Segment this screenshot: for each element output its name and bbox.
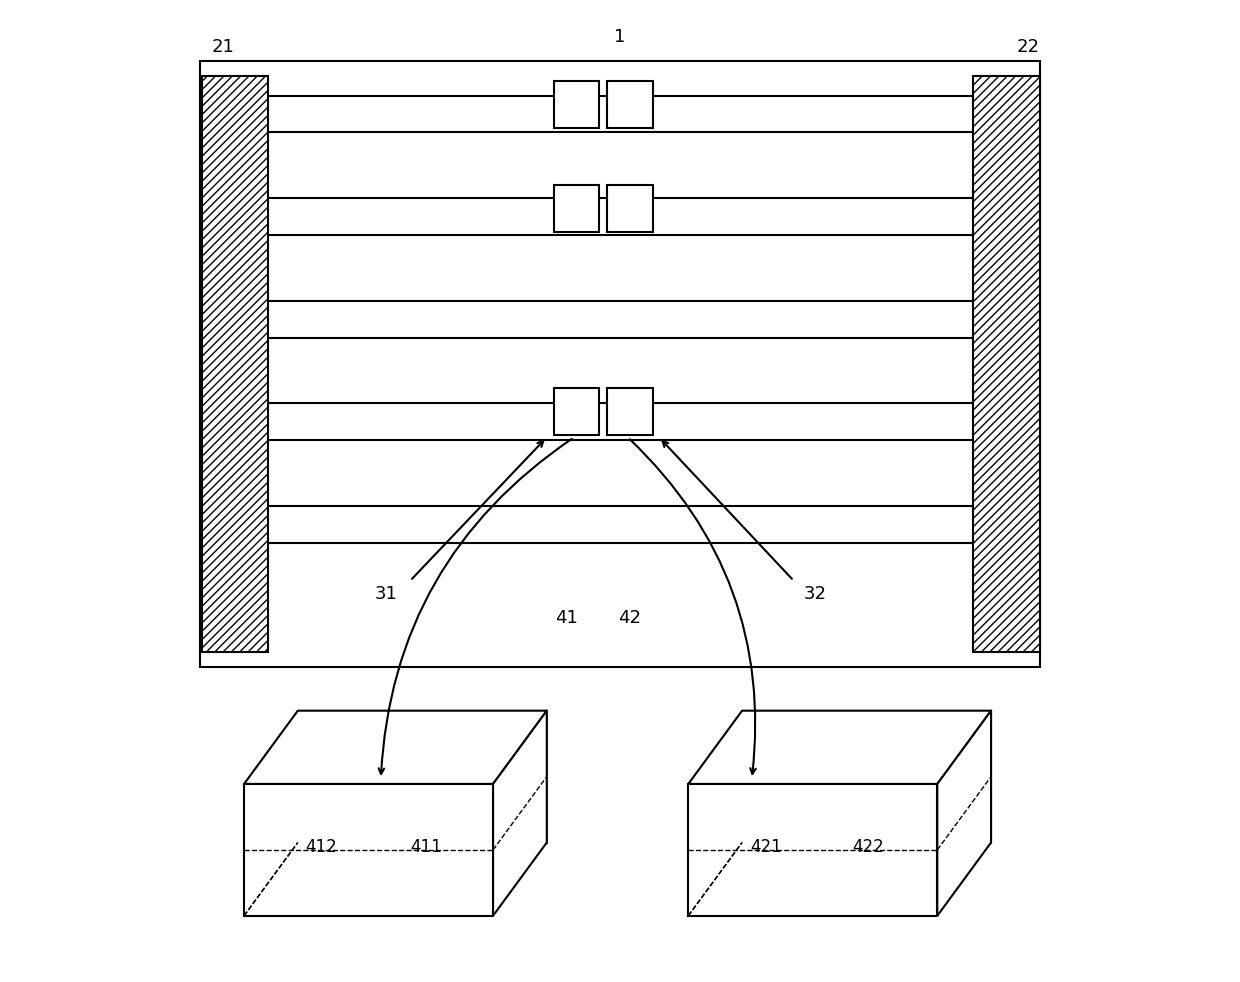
Bar [553,389,599,435]
Bar [553,81,599,128]
Bar [202,76,269,652]
Text: 412: 412 [305,839,337,856]
Text: 1: 1 [614,27,626,46]
Polygon shape [494,711,547,916]
Text: 41: 41 [554,609,578,627]
Text: 421: 421 [750,839,781,856]
Text: 22: 22 [1017,37,1039,56]
Polygon shape [244,784,494,916]
Text: 31: 31 [374,584,397,603]
Text: 32: 32 [804,584,827,603]
Bar [608,389,653,435]
Bar [608,81,653,128]
Polygon shape [244,711,547,784]
Bar [973,76,1040,652]
Polygon shape [688,784,937,916]
Text: 42: 42 [619,609,641,627]
Bar [200,61,1040,667]
Text: 411: 411 [410,839,441,856]
Text: 21: 21 [211,37,234,56]
Bar [553,186,599,232]
Polygon shape [688,711,991,784]
Bar [608,186,653,232]
Text: 422: 422 [852,839,884,856]
Polygon shape [937,711,991,916]
